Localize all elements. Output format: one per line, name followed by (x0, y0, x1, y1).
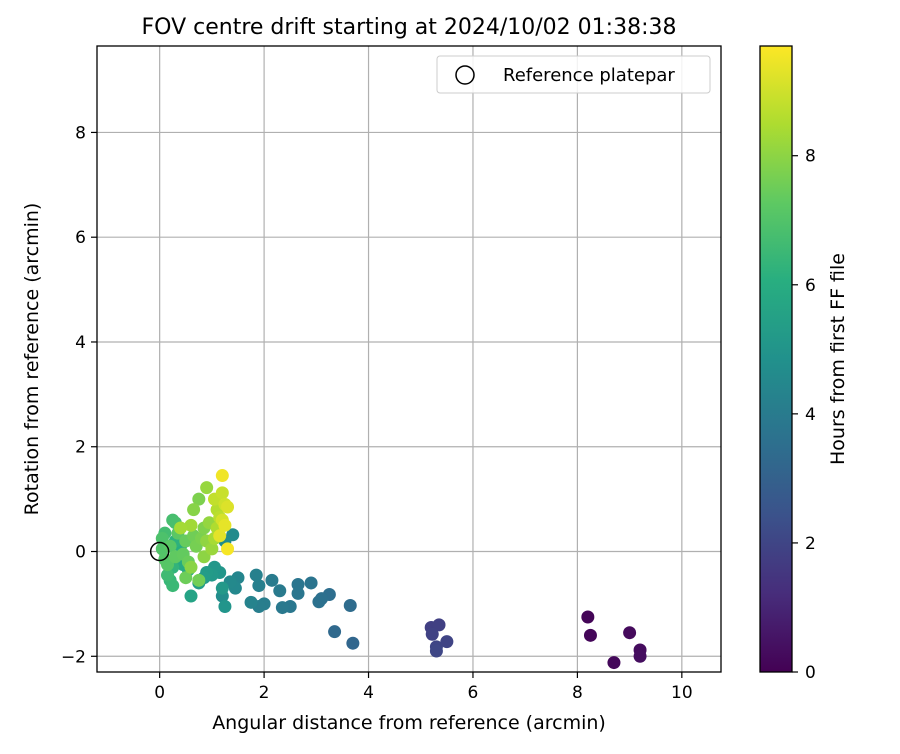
data-point (328, 625, 342, 639)
y-tick-label: 0 (75, 543, 86, 563)
data-point (252, 579, 266, 593)
data-point (163, 539, 177, 553)
y-tick-label: 6 (75, 228, 86, 248)
data-point (633, 649, 647, 663)
data-point (200, 481, 214, 495)
y-axis-label: Rotation from reference (arcmin) (21, 203, 43, 516)
data-point (221, 500, 235, 514)
data-point (312, 595, 326, 609)
chart-title: FOV centre drift starting at 2024/10/02 … (142, 15, 677, 40)
data-point (160, 568, 174, 582)
data-point (440, 635, 454, 649)
data-point (192, 492, 206, 506)
data-point (432, 618, 446, 632)
reference-marker (149, 541, 170, 562)
data-point (346, 636, 360, 650)
x-tick-label: 8 (572, 683, 583, 703)
data-point (192, 573, 206, 587)
data-point (215, 581, 229, 595)
data-point (184, 518, 198, 532)
data-point (304, 576, 318, 590)
data-point (583, 628, 597, 642)
data-point (215, 486, 229, 500)
data-point (221, 542, 235, 556)
y-axis: −2 0 2 4 6 8 (61, 123, 97, 667)
y-tick-label: −2 (61, 647, 86, 667)
data-point (425, 627, 439, 641)
colorbar-gradient (759, 45, 793, 673)
data-point (179, 571, 193, 585)
data-point (213, 529, 227, 543)
data-point (265, 573, 279, 587)
x-axis-label: Angular distance from reference (arcmin) (212, 712, 606, 734)
data-point (275, 601, 289, 615)
colorbar: 0 2 4 6 8 Hours from first FF file (759, 45, 849, 683)
y-tick-label: 4 (75, 333, 86, 353)
data-point (174, 521, 188, 535)
colorbar-tick-label: 4 (805, 405, 816, 425)
data-point (581, 610, 595, 624)
data-point (184, 589, 198, 603)
x-tick-label: 10 (671, 683, 693, 703)
legend-box (436, 55, 711, 94)
x-tick-label: 4 (363, 683, 374, 703)
y-tick-label: 2 (75, 438, 86, 458)
colorbar-tick-label: 2 (805, 534, 816, 554)
data-point (215, 469, 229, 483)
data-point (205, 542, 219, 556)
data-point (218, 518, 232, 532)
legend-marker-icon (455, 65, 475, 85)
data-point (607, 656, 621, 670)
colorbar-label: Hours from first FF file (827, 253, 849, 465)
data-points (155, 469, 647, 670)
data-point (273, 584, 287, 598)
y-tick-label: 8 (75, 123, 86, 143)
data-point (291, 578, 305, 592)
data-point (244, 595, 258, 609)
data-point (249, 568, 263, 582)
data-point (184, 560, 198, 574)
x-tick-label: 2 (259, 683, 270, 703)
colorbar-tick-label: 6 (805, 276, 816, 296)
grid (97, 46, 721, 672)
data-point (218, 600, 232, 614)
colorbar-tick-label: 8 (805, 147, 816, 167)
colorbar-tick-label: 0 (805, 663, 816, 683)
x-tick-label: 0 (154, 683, 165, 703)
legend: Reference platepar (436, 55, 711, 94)
data-point (623, 626, 637, 640)
colorbar-ticks: 0 2 4 6 8 (792, 147, 816, 683)
data-point (343, 598, 357, 612)
data-point (187, 503, 201, 517)
data-point (429, 644, 443, 658)
data-point (166, 579, 180, 593)
x-axis: 0 2 4 6 8 10 (154, 672, 693, 703)
x-tick-label: 6 (468, 683, 479, 703)
plot-frame (96, 45, 722, 673)
legend-label: Reference platepar (503, 65, 675, 86)
data-point (291, 586, 305, 600)
